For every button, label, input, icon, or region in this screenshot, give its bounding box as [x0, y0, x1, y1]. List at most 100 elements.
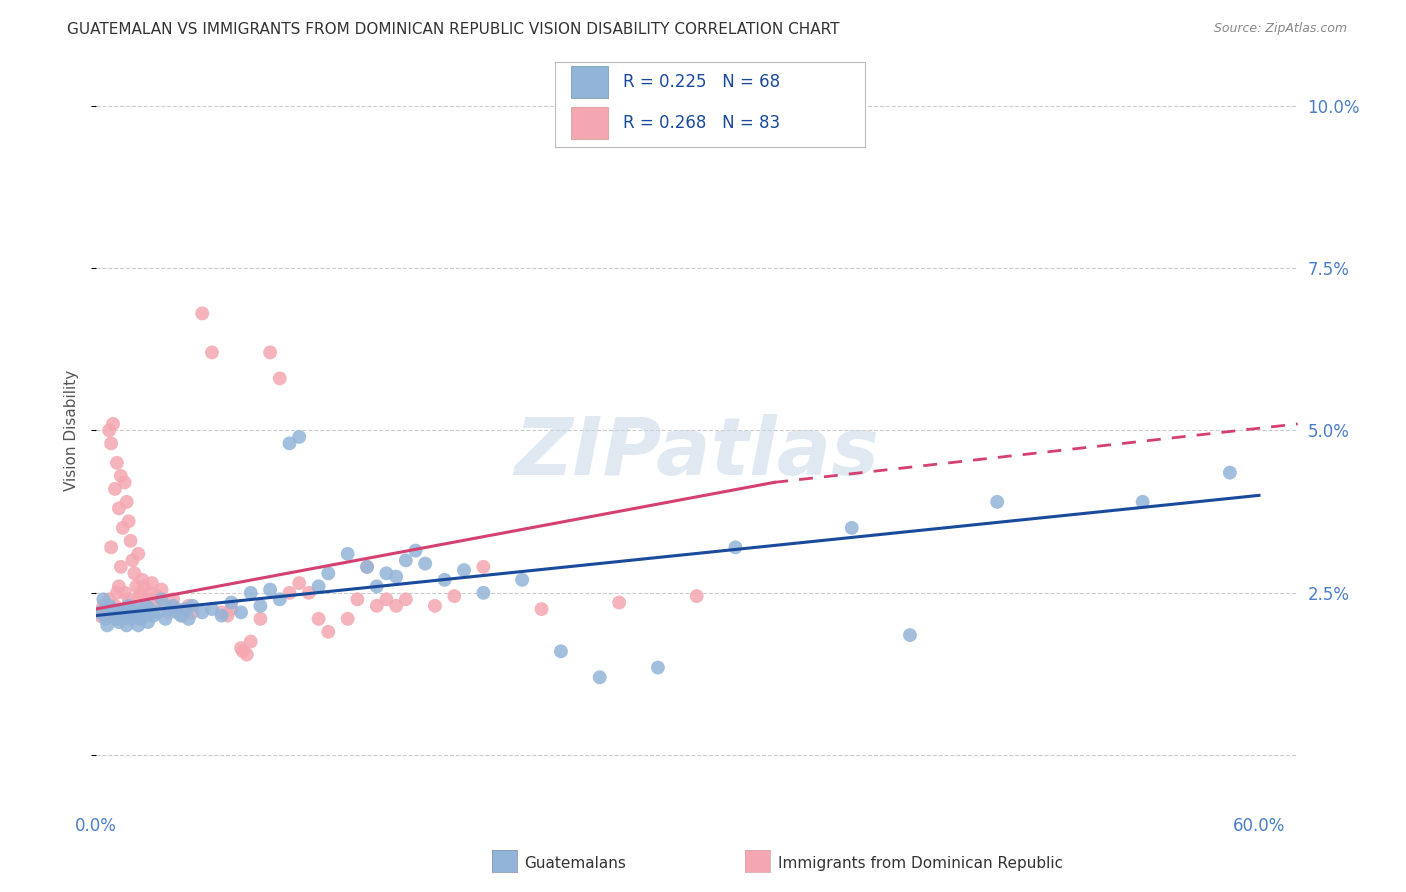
Point [724, 541, 747, 555]
Point [472, 586, 495, 600]
Point [249, 612, 271, 626]
Point [385, 599, 408, 613]
Text: Guatemalans: Guatemalans [524, 856, 626, 871]
Point [111, 521, 134, 535]
Point [221, 596, 243, 610]
Point [316, 566, 339, 581]
Point [269, 371, 291, 385]
Point [150, 582, 173, 597]
Point [124, 566, 146, 581]
Point [346, 592, 368, 607]
Point [385, 569, 408, 583]
Point [155, 599, 177, 613]
Point [108, 615, 131, 629]
Point [150, 592, 173, 607]
Point [96, 608, 118, 623]
Point [101, 605, 124, 619]
Point [229, 605, 252, 619]
Point [336, 547, 359, 561]
Point [177, 612, 200, 626]
Point [308, 579, 330, 593]
Point [166, 602, 188, 616]
Point [191, 605, 214, 619]
Point [170, 608, 193, 623]
Point [94, 602, 117, 616]
Point [366, 599, 388, 613]
Point [395, 592, 418, 607]
Point [239, 634, 262, 648]
FancyBboxPatch shape [571, 66, 607, 98]
Point [115, 605, 138, 619]
Point [166, 605, 188, 619]
Point [191, 306, 214, 320]
Point [472, 559, 495, 574]
Point [104, 482, 127, 496]
Point [173, 602, 195, 616]
Point [117, 514, 139, 528]
Point [146, 605, 169, 619]
Point [100, 541, 122, 555]
Point [135, 599, 157, 613]
Point [211, 605, 233, 619]
Point [308, 612, 330, 626]
Point [530, 602, 553, 616]
Point [110, 468, 132, 483]
Point [433, 573, 456, 587]
Point [298, 586, 321, 600]
Point [288, 576, 311, 591]
Point [120, 612, 142, 626]
Point [157, 605, 180, 619]
Point [201, 345, 224, 359]
Point [131, 605, 153, 619]
Point [375, 566, 398, 581]
Point [101, 602, 124, 616]
Point [100, 436, 122, 450]
Point [98, 599, 121, 613]
Point [111, 608, 134, 623]
Point [259, 345, 281, 359]
Point [139, 602, 162, 616]
Point [104, 605, 127, 619]
Point [121, 553, 143, 567]
Point [131, 573, 153, 587]
Text: R = 0.225   N = 68: R = 0.225 N = 68 [623, 73, 780, 91]
Point [1132, 495, 1154, 509]
Point [217, 608, 239, 623]
Point [115, 618, 138, 632]
Point [239, 586, 262, 600]
Point [89, 605, 111, 619]
Point [181, 605, 204, 619]
Point [607, 596, 630, 610]
Point [93, 599, 115, 613]
Point [550, 644, 572, 658]
Point [98, 592, 121, 607]
Point [898, 628, 921, 642]
Point [232, 644, 254, 658]
Point [177, 599, 200, 613]
Text: R = 0.268   N = 83: R = 0.268 N = 83 [623, 113, 780, 132]
Point [100, 608, 122, 623]
Point [120, 608, 142, 623]
Point [142, 608, 165, 623]
Point [395, 553, 418, 567]
Point [120, 533, 142, 548]
Point [443, 589, 465, 603]
Point [336, 612, 359, 626]
Point [986, 495, 1008, 509]
Point [110, 559, 132, 574]
Point [423, 599, 446, 613]
Point [405, 543, 427, 558]
Point [1219, 466, 1241, 480]
Point [366, 579, 388, 593]
Point [375, 592, 398, 607]
Point [104, 599, 127, 613]
Point [356, 559, 378, 574]
Point [132, 608, 155, 623]
Point [108, 501, 131, 516]
Point [139, 586, 162, 600]
Y-axis label: Vision Disability: Vision Disability [63, 370, 79, 491]
Point [124, 608, 146, 623]
Point [841, 521, 863, 535]
Point [135, 599, 157, 613]
Point [101, 417, 124, 431]
